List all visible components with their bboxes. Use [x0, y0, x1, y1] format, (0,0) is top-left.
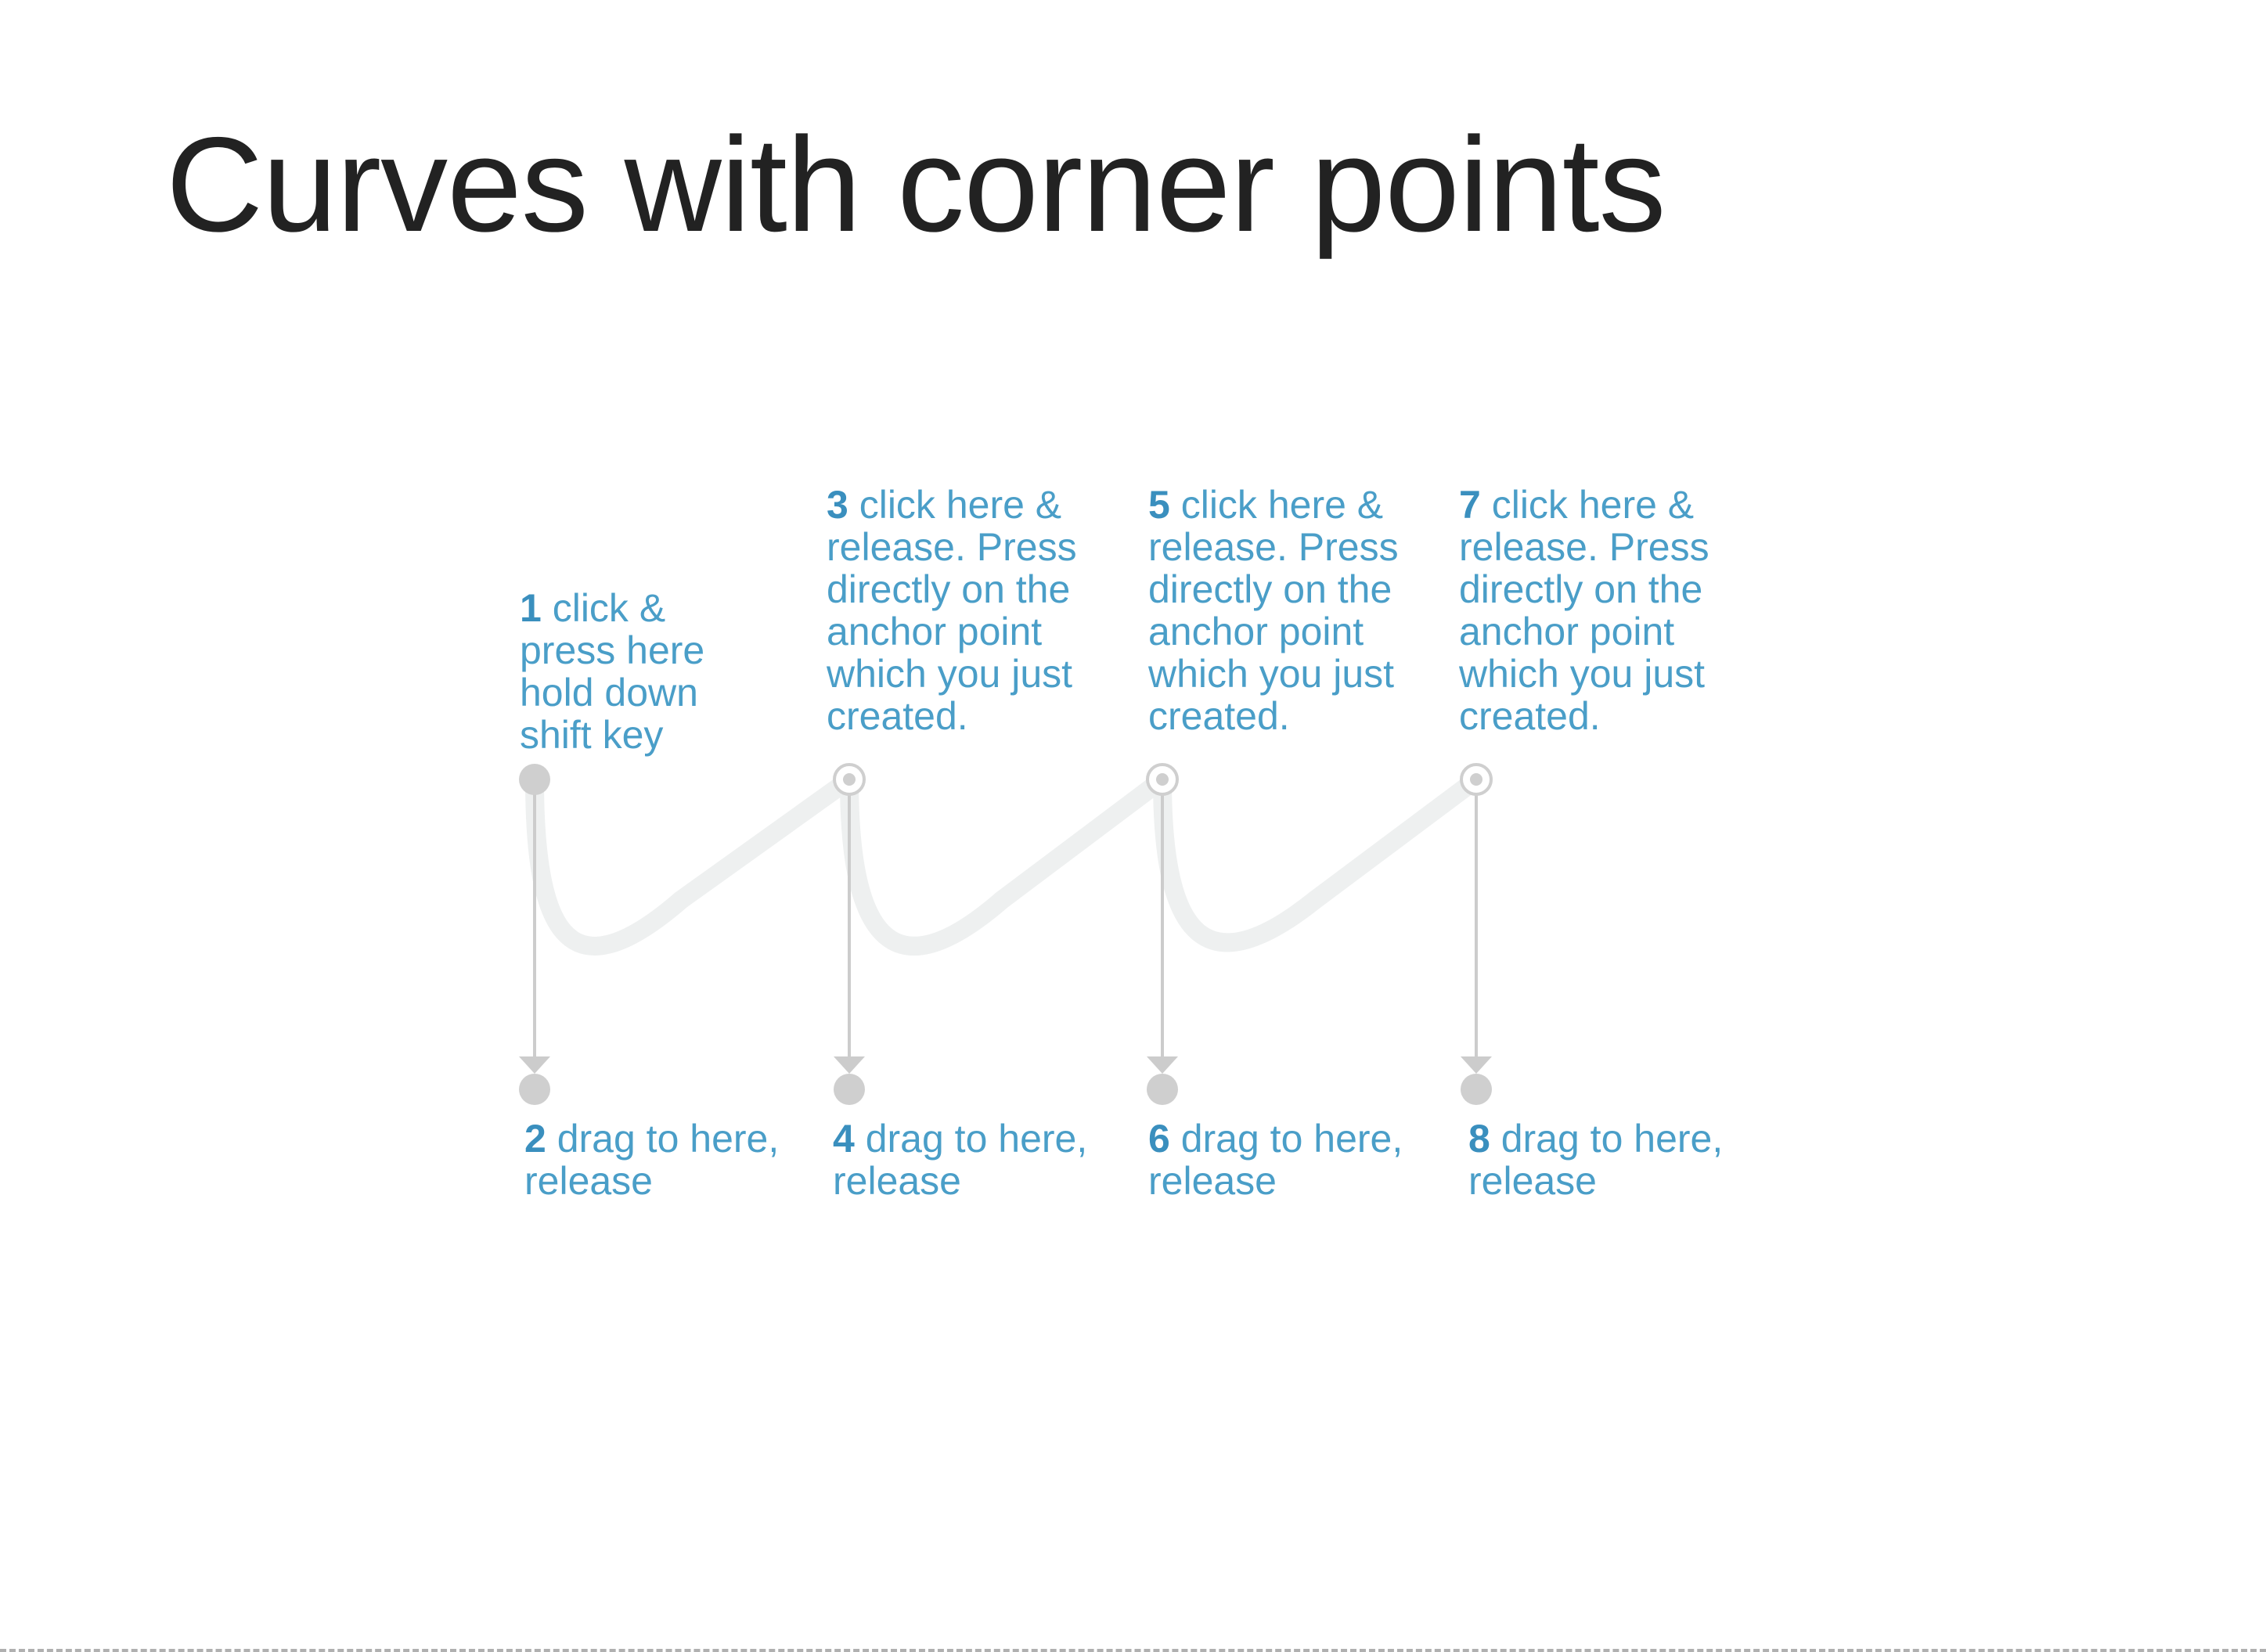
guide-1 — [519, 779, 550, 1074]
step-label-8: 8 drag to here, release — [1468, 1117, 1724, 1203]
drag-point-2 — [519, 1074, 550, 1105]
arrow-down-icon — [1147, 1056, 1178, 1074]
step-number: 2 — [524, 1117, 546, 1161]
step-number: 7 — [1459, 483, 1481, 527]
page-title: Curves with corner points — [166, 110, 1666, 260]
step-number: 4 — [833, 1117, 855, 1161]
step-number: 1 — [520, 586, 542, 630]
step-label-1: 1 click & press here hold down shift key — [520, 586, 705, 757]
anchor-point-7 — [1460, 763, 1493, 796]
drag-point-4 — [834, 1074, 865, 1105]
step-label-3: 3 click here & release. Press directly o… — [827, 483, 1077, 738]
step-number: 3 — [827, 483, 848, 527]
guide-2 — [834, 779, 865, 1074]
step-label-2: 2 drag to here, release — [524, 1117, 780, 1203]
step-label-4: 4 drag to here, release — [833, 1117, 1088, 1203]
step-number: 6 — [1148, 1117, 1170, 1161]
step-number: 8 — [1468, 1117, 1490, 1161]
arrow-down-icon — [834, 1056, 865, 1074]
step-number: 5 — [1148, 483, 1170, 527]
step-label-5: 5 click here & release. Press directly o… — [1148, 483, 1399, 738]
anchor-point-1 — [519, 764, 550, 795]
arrow-down-icon — [1461, 1056, 1492, 1074]
guide-3 — [1147, 779, 1178, 1074]
drag-point-8 — [1461, 1074, 1492, 1105]
step-label-7: 7 click here & release. Press directly o… — [1459, 483, 1709, 738]
step-label-6: 6 drag to here, release — [1148, 1117, 1403, 1203]
dashed-divider — [0, 1649, 2266, 1652]
arrow-down-icon — [519, 1056, 550, 1074]
curve-path — [525, 770, 1486, 956]
anchor-point-3 — [833, 763, 866, 796]
drag-point-6 — [1147, 1074, 1178, 1105]
anchor-point-5 — [1146, 763, 1179, 796]
guide-4 — [1461, 779, 1492, 1074]
